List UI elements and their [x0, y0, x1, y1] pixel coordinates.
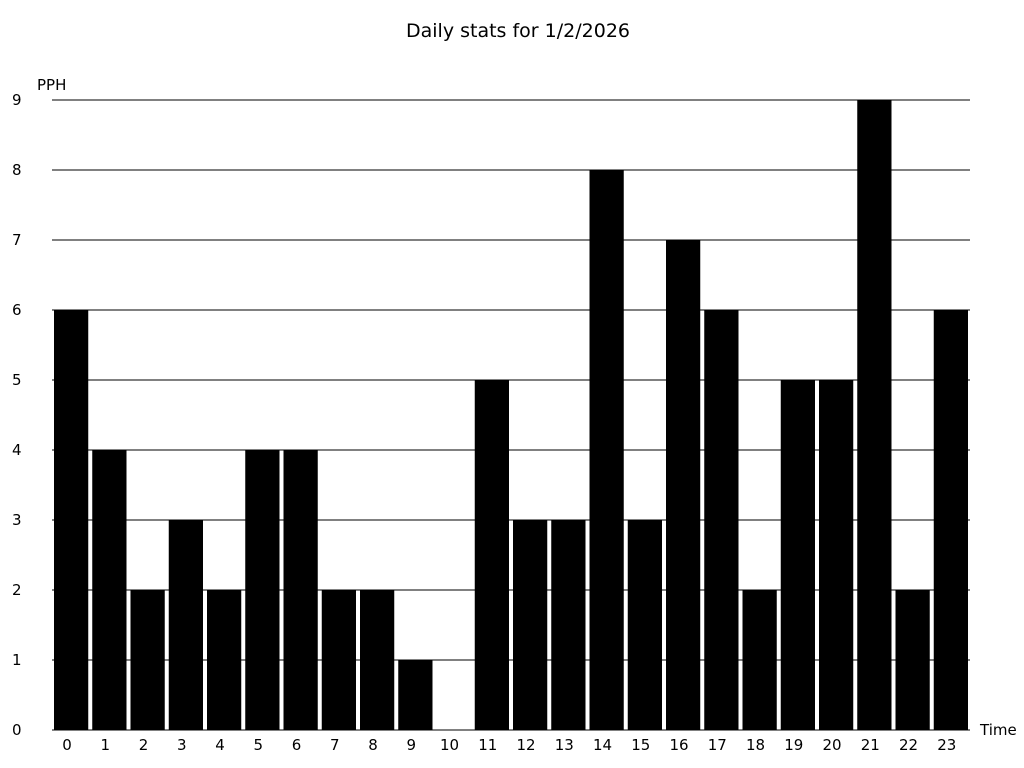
x-tick-label: 11: [478, 736, 497, 754]
x-tick-label: 23: [937, 736, 956, 754]
y-tick-label: 4: [12, 441, 22, 459]
x-tick-label: 21: [861, 736, 880, 754]
x-tick-label: 15: [631, 736, 650, 754]
bar-12: [513, 520, 548, 730]
bar-23: [933, 310, 968, 730]
x-tick-label: 13: [555, 736, 574, 754]
bar-0: [54, 310, 89, 730]
x-tick-label: 14: [593, 736, 612, 754]
bar-14: [589, 170, 624, 730]
y-tick-label: 2: [12, 581, 22, 599]
y-tick-label: 7: [12, 231, 22, 249]
y-tick-label: 0: [12, 721, 22, 739]
y-tick-label: 8: [12, 161, 22, 179]
bar-9: [398, 660, 433, 730]
x-tick-label: 18: [746, 736, 765, 754]
bar-21: [857, 100, 892, 730]
bar-22: [895, 590, 930, 730]
x-tick-label: 0: [62, 736, 72, 754]
bar-7: [321, 590, 356, 730]
bar-20: [819, 380, 854, 730]
x-tick-label: 7: [330, 736, 340, 754]
x-tick-label: 2: [139, 736, 149, 754]
x-tick-label: 8: [368, 736, 378, 754]
y-tick-label: 5: [12, 371, 22, 389]
bar-3: [168, 520, 203, 730]
y-tick-label: 1: [12, 651, 22, 669]
bar-18: [742, 590, 777, 730]
bar-4: [207, 590, 242, 730]
x-tick-label: 5: [253, 736, 263, 754]
x-tick-label: 1: [100, 736, 110, 754]
bar-17: [704, 310, 739, 730]
x-tick-label: 20: [822, 736, 841, 754]
bar-11: [474, 380, 509, 730]
x-tick-label: 19: [784, 736, 803, 754]
bar-13: [551, 520, 586, 730]
x-tick-label: 17: [708, 736, 727, 754]
bar-2: [130, 590, 165, 730]
y-axis-label: PPH: [37, 76, 66, 94]
x-tick-label: 6: [292, 736, 302, 754]
chart-title: Daily stats for 1/2/2026: [406, 20, 630, 42]
y-tick-label: 9: [12, 91, 22, 109]
bar-5: [245, 450, 280, 730]
bar-15: [627, 520, 662, 730]
y-tick-label: 6: [12, 301, 22, 319]
x-tick-label: 12: [516, 736, 535, 754]
x-tick-label: 4: [215, 736, 225, 754]
bar-1: [92, 450, 127, 730]
bar-16: [666, 240, 701, 730]
bar-8: [360, 590, 395, 730]
x-tick-label: 16: [669, 736, 688, 754]
x-tick-label: 9: [406, 736, 416, 754]
bar-6: [283, 450, 318, 730]
x-tick-label: 22: [899, 736, 918, 754]
x-axis-label: Time: [979, 721, 1017, 739]
y-tick-label: 3: [12, 511, 22, 529]
x-tick-label: 3: [177, 736, 187, 754]
bar-19: [780, 380, 815, 730]
x-tick-label: 10: [440, 736, 459, 754]
